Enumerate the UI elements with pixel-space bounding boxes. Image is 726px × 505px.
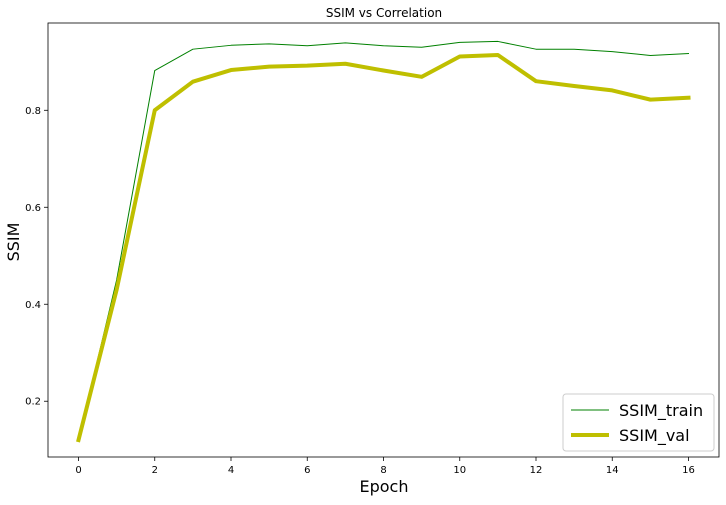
series-layer (76, 40, 691, 443)
x-tick-label: 16 (682, 465, 695, 476)
y-tick-label: 0.2 (25, 397, 41, 408)
x-tick-label: 14 (606, 465, 619, 476)
chart-title: SSIM vs Correlation (326, 6, 442, 20)
x-tick-label: 0 (75, 465, 81, 476)
x-tick-label: 10 (453, 465, 466, 476)
y-axis-label: SSIM (4, 223, 23, 262)
x-axis-label: Epoch (360, 477, 409, 496)
series-line-ssim-val (76, 53, 691, 443)
y-tick-label: 0.8 (25, 106, 41, 117)
x-tick-label: 12 (530, 465, 543, 476)
x-tick-label: 2 (152, 465, 158, 476)
x-tick-label: 8 (380, 465, 386, 476)
series-line-ssim-train (77, 40, 690, 441)
legend: SSIM_train SSIM_val (562, 393, 715, 452)
legend-label-ssim-train: SSIM_train (619, 401, 703, 421)
y-tick-label: 0.4 (25, 300, 41, 311)
y-tick-label: 0.6 (25, 203, 41, 214)
axes-layer: 0 2 4 6 8 10 12 14 16 0.2 0.4 0.6 0.8 (25, 106, 695, 476)
x-tick-label: 6 (304, 465, 310, 476)
legend-label-ssim-val: SSIM_val (619, 426, 690, 446)
plot-area-border (47, 22, 720, 458)
plot-frame (47, 22, 720, 458)
x-tick-label: 4 (228, 465, 234, 476)
